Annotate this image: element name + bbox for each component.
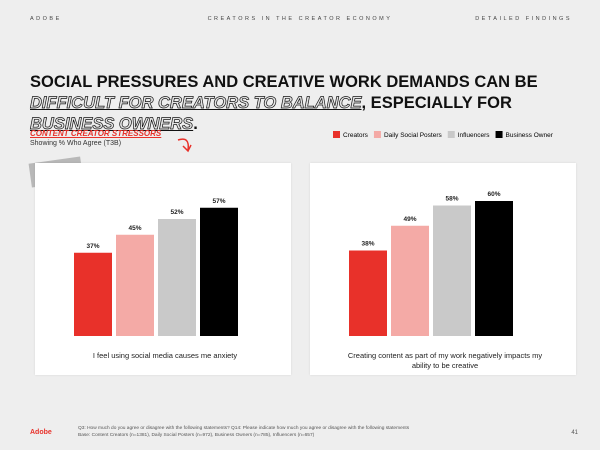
footnote: Q3: How much do you agree or disagree wi… [78, 426, 410, 431]
bar [433, 205, 471, 336]
bar [158, 219, 196, 336]
legend-swatch [373, 131, 381, 138]
category-label: Creating content as part of my work nega… [347, 351, 543, 370]
legend-swatch [495, 131, 503, 138]
arrow [177, 138, 190, 151]
report-name: CREATORS IN THE CREATOR ECONOMY [207, 16, 393, 22]
arrow-head [182, 144, 192, 153]
legend-label: Creators [343, 132, 369, 139]
legend-label: Influencers [458, 132, 491, 139]
slide-title: SOCIAL PRESSURES AND CREATIVE WORK DEMAN… [30, 72, 550, 135]
legend-swatch [333, 131, 340, 138]
bar [391, 225, 429, 336]
category-label: I feel using social media causes me anxi… [92, 351, 238, 360]
brand: ADOBE [30, 16, 62, 22]
value-label: 58% [445, 196, 458, 203]
value-label: 57% [212, 198, 225, 205]
title-emphasis: BUSINESS OWNERS [30, 115, 194, 134]
title-part: , ESPECIALLY FOR [361, 94, 512, 112]
title-part: SOCIAL PRESSURES AND CREATIVE WORK DEMAN… [30, 73, 538, 91]
logo: Adobe [30, 429, 52, 436]
legend-label: Business Owner [506, 132, 554, 139]
bar [475, 201, 513, 336]
value-label: 37% [86, 243, 99, 250]
legend-label: Daily Social Posters [384, 132, 443, 139]
bar [200, 207, 238, 336]
bar [74, 252, 112, 336]
value-label: 45% [128, 225, 141, 232]
legend-swatch [447, 131, 455, 138]
value-label: 60% [487, 191, 500, 198]
value-label: 52% [170, 209, 183, 216]
chart-subtitle: Showing % Who Agree (T3B) [30, 140, 122, 147]
section-name: DETAILED FINDINGS [475, 16, 572, 22]
value-label: 38% [361, 241, 374, 248]
page-number: 41 [571, 430, 578, 436]
bar [116, 234, 154, 336]
bar [349, 250, 387, 336]
title-emphasis: DIFFICULT FOR CREATORS TO BALANCE [30, 94, 362, 113]
value-label: 49% [403, 216, 416, 223]
base-note: Base: Content Creators (n=1381), Daily S… [78, 433, 315, 438]
title-part: . [193, 115, 198, 133]
chart-title: CONTENT CREATOR STRESSORS [30, 129, 162, 138]
